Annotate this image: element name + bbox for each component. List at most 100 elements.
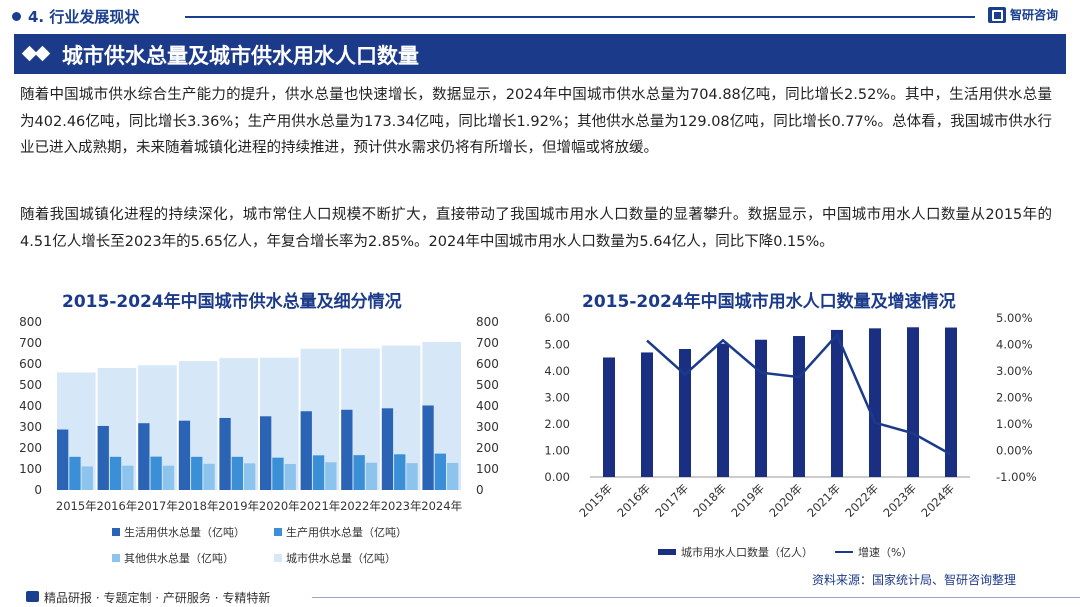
population-bar [641, 352, 653, 477]
x-tick-label: 2016年 [614, 481, 653, 520]
x-tick-label: 2019年 [218, 499, 259, 513]
y-tick-label: 400 [19, 399, 42, 413]
legend-label: 生活用供水总量（亿吨） [124, 526, 245, 539]
paragraph-water-supply: 随着中国城市供水综合生产能力的提升，供水总量也快速增长，数据显示，2024年中国… [20, 87, 1052, 156]
y2-tick-label: 300 [476, 420, 499, 434]
series-bar [422, 405, 434, 490]
brand: 智研咨询 [988, 6, 1058, 23]
y-tick-label: 800 [19, 315, 42, 329]
y2-tick-label: 400 [476, 399, 499, 413]
y2-tick-label: 200 [476, 441, 499, 455]
y2-tick-label: -1.00% [996, 470, 1037, 484]
brand-logo-icon [988, 6, 1006, 23]
population-bar [869, 328, 881, 477]
series-bar [122, 465, 134, 490]
population-bar [717, 343, 729, 477]
series-bar [178, 420, 191, 490]
legend-swatch [274, 528, 282, 536]
y-tick-label: 600 [19, 357, 42, 371]
growth-line [646, 332, 952, 456]
y-tick-label: 1.00 [544, 444, 570, 458]
y2-tick-label: 1.00% [996, 417, 1033, 431]
series-bar [325, 462, 337, 490]
paragraph-population: 随着我国城镇化进程的持续深化，城市常住人口规模不断扩大，直接带动了我国城市用水人… [20, 207, 1052, 250]
brand-name: 智研咨询 [1010, 8, 1059, 22]
x-tick-label: 2020年 [259, 499, 300, 513]
header-rule [185, 16, 975, 18]
y-tick-label: 3.00 [544, 391, 570, 405]
y-tick-label: 700 [19, 336, 42, 350]
x-tick-label: 2021年 [804, 481, 843, 520]
y-tick-label: 5.00 [544, 338, 570, 352]
x-tick-label: 2024年 [918, 481, 957, 520]
series-bar [353, 455, 365, 490]
x-tick-label: 2020年 [766, 481, 805, 520]
series-bar [219, 417, 231, 490]
series-bar [162, 465, 175, 490]
source-note: 资料来源：国家统计局、智研咨询整理 [812, 573, 1017, 587]
x-tick-label: 2021年 [300, 499, 341, 513]
series-bar [381, 408, 394, 490]
series-bar [434, 453, 447, 490]
series-bar [150, 456, 162, 490]
legend-label: 城市用水人口数量（亿人） [681, 546, 813, 559]
population-bar [945, 327, 957, 477]
series-bar [394, 454, 406, 490]
series-bar [57, 429, 69, 490]
bullet-dot-icon [12, 12, 21, 21]
y2-tick-label: 0.00% [996, 444, 1033, 458]
series-bar [312, 455, 325, 490]
population-bar [679, 349, 691, 477]
series-bar [81, 466, 93, 490]
series-bar [69, 456, 81, 490]
series-bar [244, 463, 256, 490]
x-tick-label: 2017年 [137, 499, 178, 513]
diamond-icon [21, 45, 54, 62]
legend-label: 城市供水总量（亿吨） [286, 552, 396, 565]
x-tick-label: 2023年 [381, 499, 422, 513]
y2-tick-label: 0 [476, 483, 484, 497]
bottom-bar: 精品研报 · 专题定制 · 产研服务 · 专精特新 [0, 586, 1080, 607]
y2-tick-label: 700 [476, 336, 499, 350]
series-bar [406, 463, 418, 490]
chart2-title: 2015-2024年中国城市用水人口数量及增速情况 [582, 292, 956, 312]
legend-item: 增速（%） [835, 544, 912, 560]
legend-swatch [112, 554, 120, 562]
legend-item: 其他供水总量（亿吨） [112, 550, 234, 566]
y2-tick-label: 100 [476, 462, 499, 476]
x-tick-label: 2019年 [728, 481, 767, 520]
series-bar [284, 463, 296, 490]
y2-tick-label: 5.00% [996, 311, 1033, 325]
y2-tick-label: 800 [476, 315, 499, 329]
population-bar [755, 339, 767, 477]
y-tick-label: 200 [19, 441, 42, 455]
page-banner: 城市供水总量及城市供水用水人口数量 [14, 34, 1066, 74]
series-bar [203, 463, 215, 490]
series-bar [97, 425, 109, 490]
footer-tagline: 精品研报 · 专题定制 · 产研服务 · 专精特新 [44, 591, 271, 605]
legend-label: 其他供水总量（亿吨） [124, 552, 234, 565]
legend-swatch [274, 554, 282, 562]
population-bar [603, 357, 615, 477]
y2-tick-label: 600 [476, 357, 499, 371]
legend-swatch [835, 551, 853, 553]
series-bar [447, 462, 459, 490]
y2-tick-label: 3.00% [996, 364, 1033, 378]
population-chart: 0.00 1.00 2.00 3.00 4.00 5.00 6.00 -1.00% 0.00% 1… [544, 311, 1037, 520]
y2-tick-label: 2.00% [996, 391, 1033, 405]
legend-swatch [658, 549, 676, 555]
y-tick-label: 0.00 [544, 470, 570, 484]
y2-tick-label: 4.00% [996, 338, 1033, 352]
series-bar [231, 456, 244, 490]
y-tick-label: 500 [19, 378, 42, 392]
legend-label: 增速（%） [858, 546, 913, 559]
series-bar [300, 411, 312, 490]
y-tick-label: 6.00 [544, 311, 570, 325]
population-bar [907, 327, 919, 477]
section-title: 4. 行业发展现状 [28, 8, 140, 26]
legend-item: 生产用供水总量（亿吨） [274, 524, 407, 540]
series-bar [341, 409, 353, 490]
y-tick-label: 2.00 [544, 417, 570, 431]
x-tick-label: 2015年 [576, 481, 615, 520]
top-bar: 4. 行业发展现状 智研咨询 [0, 0, 1080, 32]
